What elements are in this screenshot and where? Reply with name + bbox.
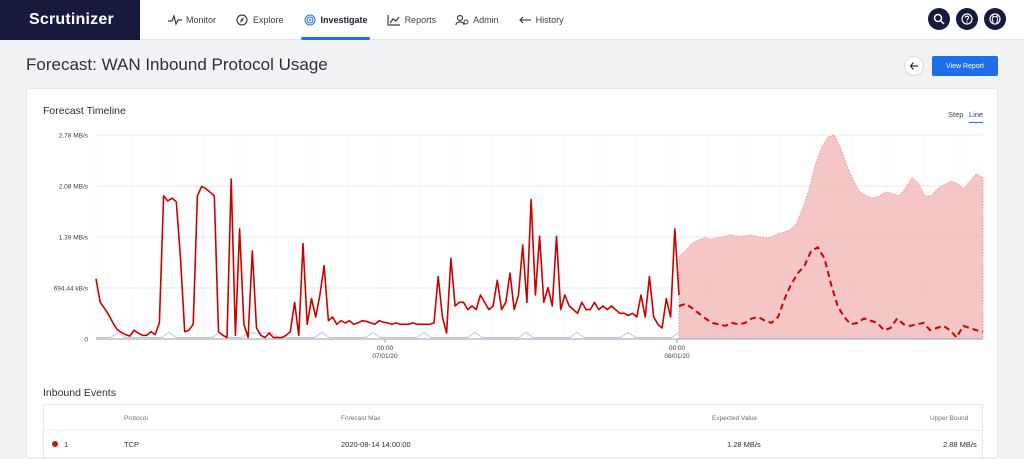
- table-divider: [44, 430, 982, 431]
- github-button[interactable]: [984, 8, 1006, 30]
- x-tick-date-label: 08/01/20: [664, 353, 690, 360]
- toggle-line[interactable]: Line: [969, 110, 984, 123]
- column-header-expected-value[interactable]: Expected Value: [712, 415, 758, 422]
- header-actions: [928, 8, 1006, 30]
- y-tick-label: 1.39 MB/s: [59, 235, 89, 242]
- row-forecast-max: 2020-08-14 14:00:00: [341, 440, 411, 449]
- nav-monitor[interactable]: Monitor: [168, 0, 216, 40]
- admin-icon: [455, 14, 469, 26]
- page-title: Forecast: WAN Inbound Protocol Usage: [26, 55, 328, 74]
- view-report-button[interactable]: View Report: [932, 56, 998, 76]
- nav-admin-label: Admin: [473, 15, 499, 25]
- y-tick-label: 2.08 MB/s: [59, 184, 89, 191]
- column-header-forecast-max[interactable]: Forecast Max: [341, 415, 381, 422]
- toggle-step[interactable]: Step: [948, 110, 964, 119]
- nav-monitor-label: Monitor: [186, 15, 217, 25]
- nav-explore-label: Explore: [253, 15, 284, 25]
- app-logo[interactable]: Scrutinizer: [0, 0, 140, 40]
- compass-icon: [236, 14, 248, 26]
- y-tick-label: 0: [84, 337, 88, 344]
- chart-icon: [386, 15, 400, 26]
- nav-admin[interactable]: Admin: [455, 0, 499, 40]
- row-expected: 1.28 MB/s: [727, 440, 761, 449]
- fingerprint-icon: [304, 14, 316, 26]
- main-nav: Monitor Explore Investigate Reports Admi…: [168, 0, 583, 40]
- nav-investigate-label: Investigate: [320, 15, 368, 25]
- baseline-series-line: [96, 331, 680, 338]
- forecast-chart: 0 694.44 kB/s 1.39 MB/s 2.08 MB/s 2.78 MB/s 0…: [54, 133, 984, 360]
- x-tick-time-label: 00:00: [669, 345, 686, 352]
- search-icon: [933, 13, 945, 25]
- nav-history[interactable]: History: [518, 0, 564, 40]
- nav-reports-label: Reports: [404, 15, 437, 25]
- column-header-protocol[interactable]: Protocol: [124, 415, 148, 422]
- y-tick-label: 2.78 MB/s: [59, 133, 89, 140]
- upper-bound-area: [678, 134, 984, 340]
- row-index: 1: [64, 440, 69, 449]
- column-header-upper-bound[interactable]: Upper Bound: [930, 415, 969, 422]
- top-nav-bar: Scrutinizer Monitor Explore Investigate …: [0, 0, 1024, 40]
- help-icon: [961, 13, 973, 25]
- forecast-card: Forecast Timeline Step Line 0 694.44 kB/s…: [26, 88, 998, 459]
- help-button[interactable]: [956, 8, 978, 30]
- nav-investigate[interactable]: Investigate: [300, 0, 370, 40]
- forecast-timeline-title: Forecast Timeline: [43, 105, 126, 117]
- nav-explore[interactable]: Explore: [235, 0, 284, 40]
- search-button[interactable]: [928, 8, 950, 30]
- arrow-left-icon: [909, 62, 918, 70]
- actual-series-line: [95, 178, 680, 339]
- row-upper: 2.88 MB/s: [943, 440, 977, 449]
- events-table: Protocol Forecast Max Expected Value Upp…: [43, 404, 983, 459]
- history-icon: [518, 16, 531, 24]
- x-tick-time-label: 00:00: [377, 345, 394, 352]
- nav-history-label: History: [535, 15, 564, 25]
- pulse-icon: [168, 14, 182, 26]
- back-button[interactable]: [904, 56, 924, 76]
- y-tick-label: 694.44 kB/s: [54, 286, 89, 293]
- x-tick-date-label: 07/01/20: [372, 353, 398, 360]
- nav-reports[interactable]: Reports: [386, 0, 437, 40]
- inbound-events-title: Inbound Events: [43, 387, 116, 399]
- github-icon: [989, 13, 1001, 25]
- expected-series-line: [678, 245, 984, 340]
- series-color-dot: [52, 441, 58, 447]
- row-protocol: TCP: [124, 440, 139, 449]
